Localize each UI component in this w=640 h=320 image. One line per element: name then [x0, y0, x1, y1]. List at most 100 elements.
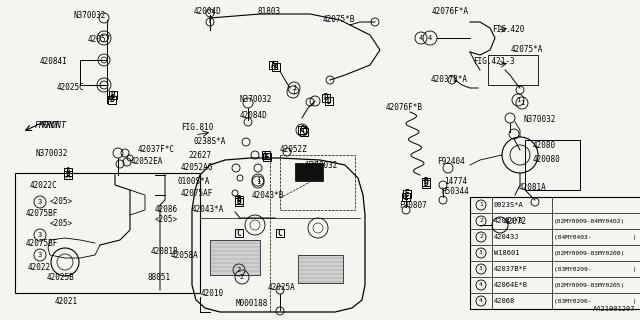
Text: 3: 3	[38, 232, 42, 238]
Text: 2: 2	[237, 267, 241, 273]
Text: 42004D: 42004D	[194, 7, 221, 17]
Text: C: C	[301, 127, 307, 137]
Text: (04MY0403-           ): (04MY0403- )	[554, 235, 637, 239]
FancyBboxPatch shape	[295, 163, 323, 181]
Text: (02MY0009-03MY0208): (02MY0009-03MY0208)	[554, 251, 625, 255]
Text: 42081A: 42081A	[519, 183, 547, 193]
Text: N370032: N370032	[240, 95, 273, 105]
Text: E: E	[404, 193, 408, 202]
Text: D: D	[324, 93, 328, 102]
Text: 42075*B: 42075*B	[323, 15, 355, 25]
Text: N370032: N370032	[74, 11, 106, 20]
Text: 3: 3	[38, 252, 42, 258]
Text: 42037F*C: 42037F*C	[138, 145, 175, 154]
Text: A: A	[274, 62, 278, 71]
Text: 42086: 42086	[155, 205, 178, 214]
Text: (03MY0209-           ): (03MY0209- )	[554, 267, 637, 271]
Text: 4: 4	[419, 35, 423, 41]
Text: 42084I: 42084I	[40, 58, 68, 67]
Text: 3: 3	[479, 267, 483, 271]
Text: 22627: 22627	[188, 150, 211, 159]
Text: <205>: <205>	[50, 220, 73, 228]
Text: 1: 1	[256, 179, 260, 185]
Text: 42022: 42022	[28, 262, 51, 271]
Text: C: C	[278, 228, 282, 237]
Text: FRONT: FRONT	[42, 121, 67, 130]
Text: M000188: M000188	[236, 300, 268, 308]
Text: 42080: 42080	[533, 140, 556, 149]
Text: 42043*A: 42043*A	[192, 205, 225, 214]
Text: 42072: 42072	[504, 218, 527, 227]
Text: E: E	[404, 189, 410, 198]
Text: 42075BF: 42075BF	[26, 239, 58, 249]
FancyBboxPatch shape	[298, 255, 343, 283]
Text: (02MY0009-03MY0205): (02MY0009-03MY0205)	[554, 283, 625, 287]
Text: 420080: 420080	[533, 156, 561, 164]
Text: (03MY0206-           ): (03MY0206- )	[554, 299, 637, 303]
Text: C: C	[300, 125, 304, 134]
Text: A: A	[66, 167, 70, 177]
Text: 42057: 42057	[88, 36, 111, 44]
Text: 42068: 42068	[494, 298, 515, 304]
Text: 42025C: 42025C	[57, 83, 84, 92]
Text: B: B	[237, 196, 241, 204]
Text: FIG.420: FIG.420	[492, 26, 524, 35]
Text: 1: 1	[291, 89, 295, 95]
Text: E: E	[264, 150, 268, 159]
Text: (02MY0009-04MY0402): (02MY0009-04MY0402)	[554, 219, 625, 223]
Text: 3: 3	[479, 251, 483, 255]
Text: 1: 1	[520, 100, 524, 106]
Text: A: A	[271, 60, 275, 69]
Text: 88051: 88051	[148, 274, 171, 283]
Text: 42010: 42010	[201, 290, 224, 299]
Text: H50344: H50344	[441, 188, 468, 196]
Text: 1: 1	[292, 85, 296, 91]
Text: 42075BF: 42075BF	[26, 210, 58, 219]
Text: FRONT: FRONT	[35, 122, 60, 131]
Text: 42025A: 42025A	[268, 284, 296, 292]
Text: FIG.810: FIG.810	[181, 124, 213, 132]
Text: 42037B*F: 42037B*F	[494, 266, 528, 272]
Text: 42081B: 42081B	[151, 247, 179, 257]
Text: 42084D: 42084D	[240, 111, 268, 121]
Text: 1: 1	[256, 177, 260, 183]
Text: B: B	[109, 95, 115, 105]
Text: N370032: N370032	[305, 161, 337, 170]
Text: 14774: 14774	[444, 177, 467, 186]
Text: 42052EA: 42052EA	[131, 157, 163, 166]
Text: 0100S*A: 0100S*A	[178, 177, 211, 186]
Text: 4: 4	[428, 35, 432, 41]
Text: <205>: <205>	[50, 197, 73, 206]
Text: W18601: W18601	[494, 250, 520, 256]
Text: 42076F*A: 42076F*A	[432, 7, 469, 17]
Text: 42075*A: 42075*A	[511, 45, 543, 54]
Text: 1: 1	[516, 97, 520, 103]
Text: 0238S*A: 0238S*A	[193, 137, 225, 146]
Text: 42058A: 42058A	[171, 251, 199, 260]
Text: N370032: N370032	[35, 148, 67, 157]
Text: F90807: F90807	[399, 201, 427, 210]
Text: 2: 2	[479, 219, 483, 223]
Text: 42075AF: 42075AF	[181, 188, 213, 197]
Text: 81803: 81803	[258, 7, 281, 17]
Text: 42037B*A: 42037B*A	[431, 75, 468, 84]
Text: 42043J: 42043J	[494, 234, 520, 240]
Text: 42052AG: 42052AG	[181, 164, 213, 172]
Text: 42043*B: 42043*B	[494, 218, 524, 224]
Text: E: E	[265, 153, 269, 162]
Text: 2: 2	[240, 274, 244, 280]
Text: 42022C: 42022C	[30, 181, 58, 190]
Text: D: D	[326, 97, 332, 106]
FancyBboxPatch shape	[210, 240, 260, 275]
Text: 4: 4	[479, 283, 483, 287]
Text: B: B	[237, 197, 241, 206]
Text: 4: 4	[479, 299, 483, 303]
Text: D: D	[424, 178, 428, 187]
Text: 3: 3	[38, 199, 42, 205]
Text: A: A	[66, 171, 70, 180]
Text: 42076F*B: 42076F*B	[386, 103, 423, 113]
Text: 42064E*B: 42064E*B	[494, 282, 528, 288]
Text: C: C	[237, 228, 241, 237]
Text: 2: 2	[479, 235, 483, 239]
Text: N370032: N370032	[524, 116, 556, 124]
